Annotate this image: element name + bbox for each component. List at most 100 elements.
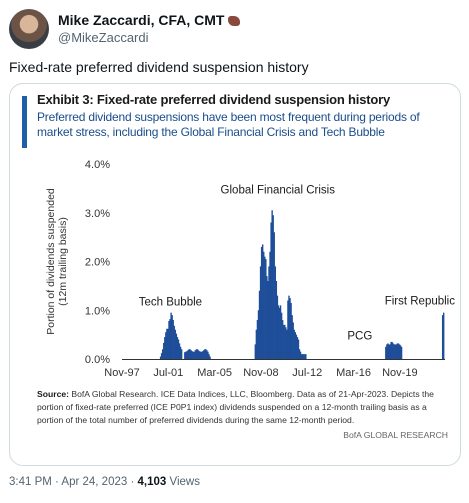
source-note: Source: BofA Global Research. ICE Data I… (37, 388, 455, 427)
data-bar (270, 222, 272, 359)
data-bar (277, 305, 280, 360)
avatar[interactable] (9, 9, 49, 49)
data-bar (400, 346, 403, 359)
data-bar (187, 350, 189, 359)
data-bar (269, 251, 271, 359)
data-bar (393, 344, 395, 360)
data-bar (279, 305, 282, 360)
tweet-timestamp[interactable]: 3:41 PM · Apr 24, 2023 · (9, 476, 138, 488)
chart-annotation: Tech Bubble (139, 296, 202, 308)
data-bar (193, 351, 195, 359)
x-tick-label: Mar-16 (336, 367, 371, 379)
data-bar (291, 315, 293, 360)
data-bar (169, 319, 171, 359)
data-bar (394, 344, 396, 360)
data-bar (398, 344, 401, 360)
data-bar (194, 350, 197, 359)
data-bar (267, 281, 269, 359)
data-bar (200, 351, 203, 359)
data-bar (275, 281, 278, 359)
data-bar (257, 310, 260, 359)
author-name[interactable]: Mike Zaccardi, CFA, CMT (58, 12, 241, 28)
tweet-media-image[interactable]: Exhibit 3: Fixed-rate preferred dividend… (9, 83, 461, 466)
data-bar (170, 312, 172, 359)
data-bar (281, 320, 284, 359)
data-bar (204, 349, 206, 359)
data-bar (441, 315, 444, 360)
data-bar (261, 244, 264, 359)
chart-annotation: PCG (347, 331, 372, 343)
data-bar (199, 351, 202, 359)
data-bar (197, 350, 200, 359)
y-axis-label-line: Portion of dividends suspended (45, 188, 57, 335)
author-name-text[interactable]: Mike Zaccardi, CFA, CMT (58, 12, 225, 28)
source-text: BofA Global Research. ICE Data Indices, … (37, 389, 434, 425)
data-bar (274, 266, 277, 360)
suspension-chart: 0.0% 1.0% 2.0% 3.0% 4.0% Portion of dividends… (45, 159, 455, 379)
data-bar (283, 324, 285, 360)
data-bar (284, 324, 286, 360)
x-tick-label: Nov-08 (243, 367, 278, 379)
exhibit-accent-bar (22, 96, 27, 148)
data-bar (278, 307, 281, 359)
data-bar (288, 295, 290, 360)
data-bar (297, 339, 300, 359)
x-tick-label: Nov-19 (382, 367, 417, 379)
data-bar (166, 328, 168, 359)
y-axis-label: Portion of dividends suspended(12m trail… (45, 188, 69, 335)
data-bar (301, 354, 304, 360)
data-bar (161, 349, 164, 359)
data-bar (272, 215, 274, 359)
data-bar (260, 246, 263, 360)
data-bar (286, 329, 288, 359)
data-bar (176, 337, 179, 359)
data-bar (287, 300, 289, 359)
data-bar (293, 329, 295, 359)
author-handle[interactable]: @MikeZaccardi (58, 30, 149, 45)
tweet-meta: 3:41 PM · Apr 24, 2023 · 4,103 Views (9, 476, 200, 488)
views-label: Views (166, 476, 200, 488)
data-bar (443, 312, 445, 359)
data-bar (255, 329, 258, 359)
data-bar (167, 328, 169, 359)
data-bar (296, 337, 299, 359)
data-bar (189, 349, 191, 359)
data-bar (396, 343, 399, 359)
data-bar (292, 322, 294, 359)
data-bar (208, 354, 210, 360)
y-axis-label-line: (12m trailing basis) (57, 217, 69, 306)
data-bar (192, 351, 194, 359)
x-tick-label: Jul-12 (292, 367, 322, 379)
data-bar (299, 351, 302, 359)
data-bar (196, 349, 199, 359)
data-bar (390, 341, 392, 359)
y-tick-label: 4.0% (85, 159, 110, 171)
data-bar (178, 343, 181, 359)
cigar-emoji-icon (228, 16, 241, 26)
data-bar (165, 332, 167, 359)
exhibit-subtitle: Preferred dividend suspensions have been… (37, 110, 420, 139)
data-bar (168, 320, 170, 359)
data-bar (173, 325, 175, 359)
data-bar (190, 350, 192, 359)
data-bar (186, 351, 188, 359)
data-bar (266, 276, 268, 360)
data-bar (159, 356, 162, 359)
data-bar (303, 354, 305, 360)
data-bar (259, 266, 262, 360)
data-bar (175, 333, 178, 359)
data-bar (298, 349, 301, 359)
chart-annotation: Global Financial Crisis (221, 184, 336, 196)
data-bar (385, 346, 387, 359)
data-bar (305, 354, 307, 360)
data-bar (174, 329, 177, 359)
data-bar (209, 356, 211, 359)
watermark: BofA GLOBAL RESEARCH (343, 430, 448, 440)
data-bar (389, 344, 391, 360)
data-bar (268, 266, 270, 360)
data-bar (206, 350, 208, 359)
data-bar (386, 344, 388, 360)
y-tick-label: 1.0% (85, 305, 110, 317)
data-bar (201, 351, 204, 359)
data-bar (295, 334, 298, 360)
